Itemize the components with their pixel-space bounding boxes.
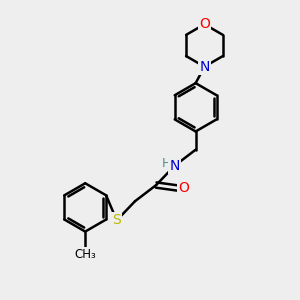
Text: O: O [199,17,210,31]
Text: N: N [199,60,210,74]
Text: N: N [169,159,180,173]
Text: O: O [178,181,189,195]
Text: S: S [112,213,121,227]
Text: CH₃: CH₃ [74,248,96,261]
Text: H: H [161,157,171,170]
